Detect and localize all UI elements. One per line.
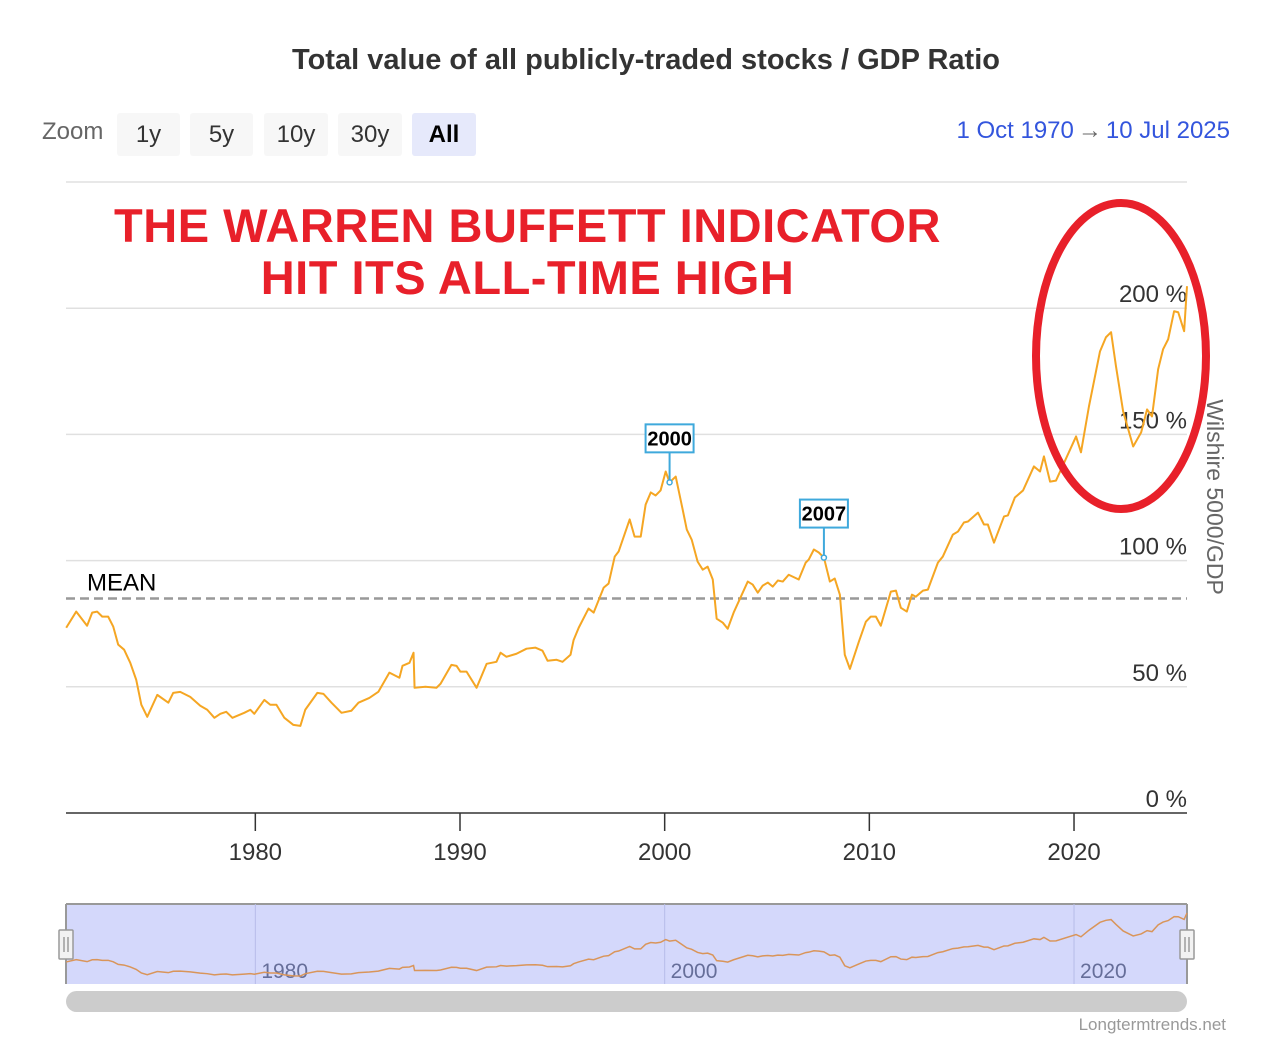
navigator-handle-left[interactable]	[58, 929, 74, 960]
y-tick-label: 0 %	[1146, 786, 1187, 813]
navigator-label: 2000	[671, 960, 718, 983]
y-tick-label: 100 %	[1119, 534, 1187, 561]
navigator-handle-right[interactable]	[1179, 929, 1195, 960]
credits-link[interactable]: Longtermtrends.net	[1078, 1015, 1226, 1034]
y-axis-title: Wilshire 5000/GDP	[1202, 399, 1228, 595]
range-to-input[interactable]: 10 Jul 2025	[1105, 117, 1230, 144]
zoom-all-button[interactable]: All	[412, 113, 476, 156]
x-tick-label: 2020	[1047, 839, 1100, 866]
flag-label: 2000	[647, 428, 692, 450]
flag-box	[644, 423, 695, 454]
flag-box	[798, 498, 849, 529]
range-arrow-icon: →	[1077, 117, 1102, 144]
flag-point	[820, 554, 828, 561]
mean-label: MEAN	[87, 569, 156, 596]
zoom-10y-button[interactable]: 10y	[264, 113, 328, 156]
zoom-30y-button[interactable]: 30y	[338, 113, 402, 156]
headline-line-1: THE WARREN BUFFETT INDICATOR	[114, 199, 941, 252]
flag-label: 2007	[802, 504, 847, 526]
zoom-5y-button[interactable]: 5y	[190, 113, 253, 156]
flag-point	[666, 479, 673, 486]
y-tick-label: 200 %	[1119, 281, 1187, 308]
headline-annotation: THE WARREN BUFFETT INDICATOR HIT ITS ALL…	[60, 200, 995, 304]
x-tick-label: 2000	[638, 839, 691, 866]
x-tick-label: 1980	[229, 839, 282, 866]
scrollbar-thumb[interactable]	[66, 991, 1187, 1012]
navigator-label: 1980	[261, 960, 308, 983]
chart-title: Total value of all publicly-traded stock…	[292, 44, 1000, 76]
navigator-label: 2020	[1080, 960, 1127, 983]
headline-line-2: HIT ITS ALL-TIME HIGH	[260, 251, 795, 304]
y-tick-label: 50 %	[1132, 660, 1187, 687]
zoom-1y-button[interactable]: 1y	[117, 113, 180, 156]
highlight-ellipse	[1032, 199, 1210, 513]
zoom-label: Zoom	[42, 118, 104, 145]
navigator-mask	[66, 904, 1187, 984]
x-tick-label: 2010	[843, 839, 896, 866]
range-from-input[interactable]: 1 Oct 1970	[956, 117, 1074, 144]
navigator-series	[66, 912, 1188, 977]
date-range: 1 Oct 1970 → 10 Jul 2025	[956, 117, 1230, 145]
x-tick-label: 1990	[433, 839, 486, 866]
series-line	[65, 286, 1188, 727]
